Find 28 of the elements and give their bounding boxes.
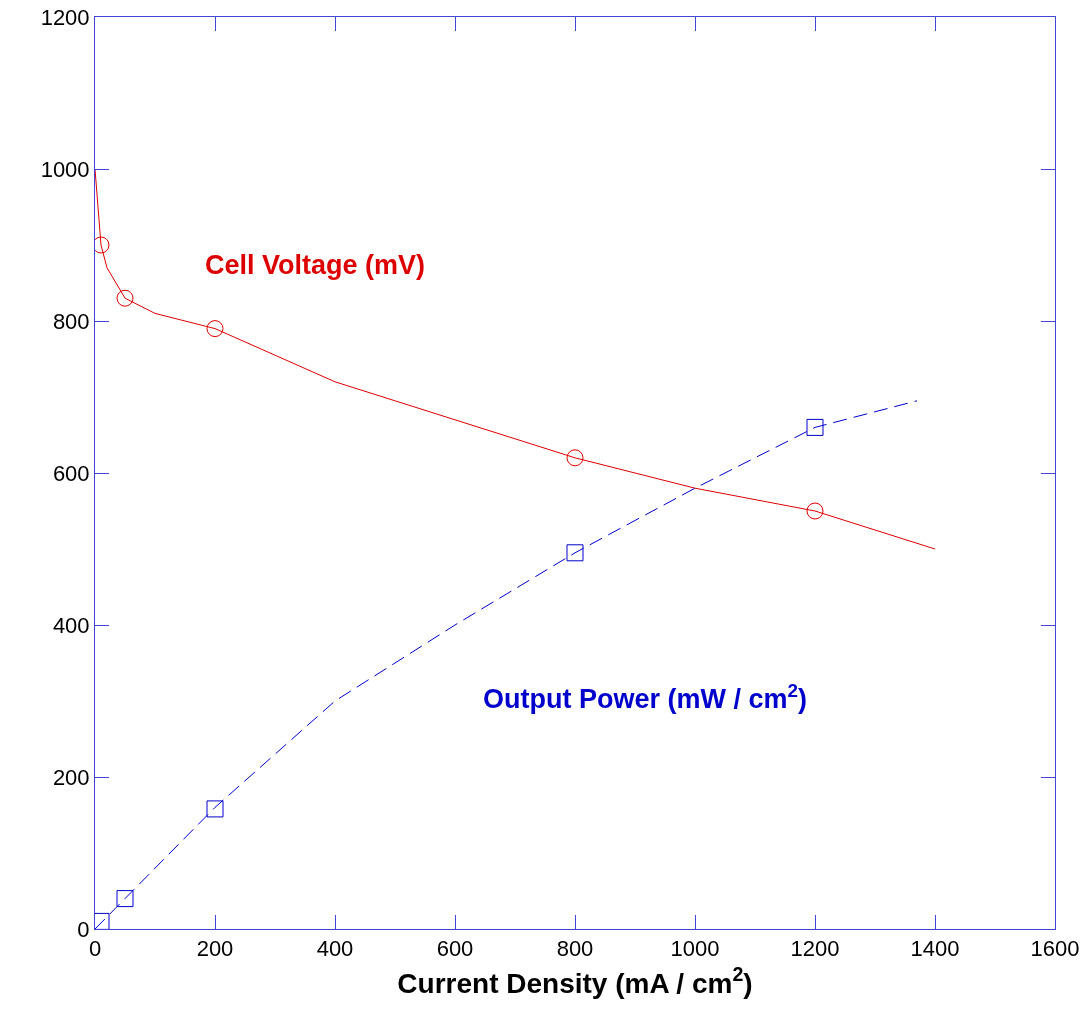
y-tick-label: 400 (52, 612, 90, 638)
y-tick-label: 800 (52, 308, 90, 334)
point (206, 800, 224, 818)
point (806, 502, 824, 520)
y-tick-label: 200 (52, 764, 90, 790)
y-tick-label: 600 (52, 460, 90, 486)
x-tick-label: 800 (556, 936, 594, 962)
x-tick-label: 1600 (1030, 936, 1080, 962)
point (206, 320, 224, 338)
point (806, 418, 824, 436)
x-tick-label: 1400 (910, 936, 960, 962)
point (116, 890, 134, 908)
x-tick-label: 1000 (670, 936, 720, 962)
series-label: Cell Voltage (mV) (205, 250, 426, 280)
x-tick-label: 600 (436, 936, 474, 962)
point (566, 544, 584, 562)
point (566, 449, 584, 467)
x-tick-label: 200 (196, 936, 234, 962)
x-tick-label: 1200 (790, 936, 840, 962)
y-tick-label: 1000 (40, 156, 90, 182)
line-series (95, 168, 936, 550)
x-axis-title: Current Density (mA / cm$^{2}$) (397, 962, 753, 999)
y-tick-label: 0 (77, 916, 90, 942)
x-tick-label: 400 (316, 936, 354, 962)
point (116, 289, 134, 307)
y-tick-label: 1200 (40, 4, 90, 30)
line-series (95, 400, 918, 929)
text: Output Power (mW / cm$^{2}$) (483, 680, 808, 715)
